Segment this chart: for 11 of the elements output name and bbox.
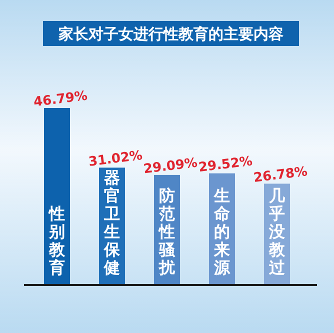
x-tick-label: 性别教育 [48,204,66,277]
x-tick-label: 生命的来源 [213,186,231,277]
chart-title: 家长对子女进行性教育的主要内容 [58,25,284,43]
x-tick-label: 器官卫生保健 [103,168,121,277]
data-label: 26.78% [252,164,308,186]
x-tick-label: 防范性骚扰 [158,186,176,277]
x-tick-label: 几乎没教过 [268,186,286,277]
data-label: 46.79% [32,88,88,110]
data-label: 29.09% [142,156,198,178]
data-label: 31.02% [88,148,144,170]
data-label: 29.52% [198,154,254,176]
